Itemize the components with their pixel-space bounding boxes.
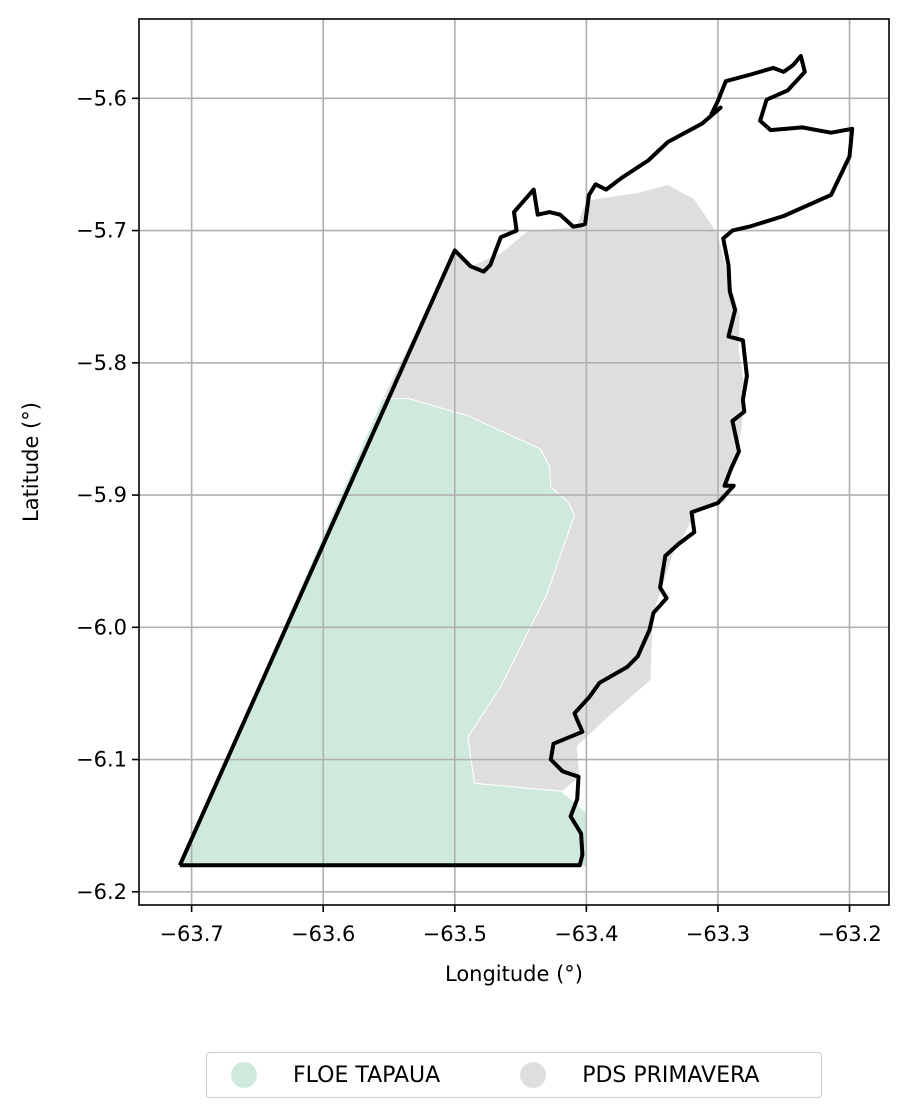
y-tick-label: −5.7 xyxy=(76,219,127,243)
y-tick-label: −5.9 xyxy=(76,483,127,507)
x-tick-label: −63.5 xyxy=(423,922,487,946)
x-tick-label: −63.2 xyxy=(817,922,881,946)
y-axis-label: Latitude (°) xyxy=(19,402,43,522)
y-tick-label: −6.1 xyxy=(76,748,127,772)
axes-frame xyxy=(138,18,890,906)
x-tick-label: −63.4 xyxy=(554,922,618,946)
x-axis-label: Longitude (°) xyxy=(445,962,583,986)
legend-item-pds-primavera: PDS PRIMAVERA xyxy=(520,1053,759,1097)
plot-area: −63.7 −63.6 −63.5 −63.4 −63.3 −63.2 −5.6 −5.7 −5… xyxy=(76,18,890,946)
legend-marker-pds-primavera xyxy=(520,1062,547,1088)
legend-label-floe-tapaua: FLOE TAPAUA xyxy=(293,1062,441,1088)
legend-item-floe-tapaua: FLOE TAPAUA xyxy=(231,1053,440,1097)
legend-marker-floe-tapaua xyxy=(231,1062,257,1088)
x-tick-label: −63.3 xyxy=(686,922,750,946)
x-tick-label: −63.7 xyxy=(159,922,223,946)
y-tick-label: −5.8 xyxy=(76,351,127,375)
y-tick-label: −6.2 xyxy=(76,880,127,904)
legend: FLOE TAPAUA PDS PRIMAVERA xyxy=(206,1052,822,1098)
y-tick-label: −6.0 xyxy=(76,615,127,639)
map-figure: −63.7 −63.6 −63.5 −63.4 −63.3 −63.2 −5.6 −5.7 −5… xyxy=(19,18,890,986)
x-tick-label: −63.6 xyxy=(291,922,355,946)
area-boundary xyxy=(177,54,855,868)
y-tick-label: −5.6 xyxy=(76,86,127,110)
legend-label-pds-primavera: PDS PRIMAVERA xyxy=(582,1062,760,1088)
